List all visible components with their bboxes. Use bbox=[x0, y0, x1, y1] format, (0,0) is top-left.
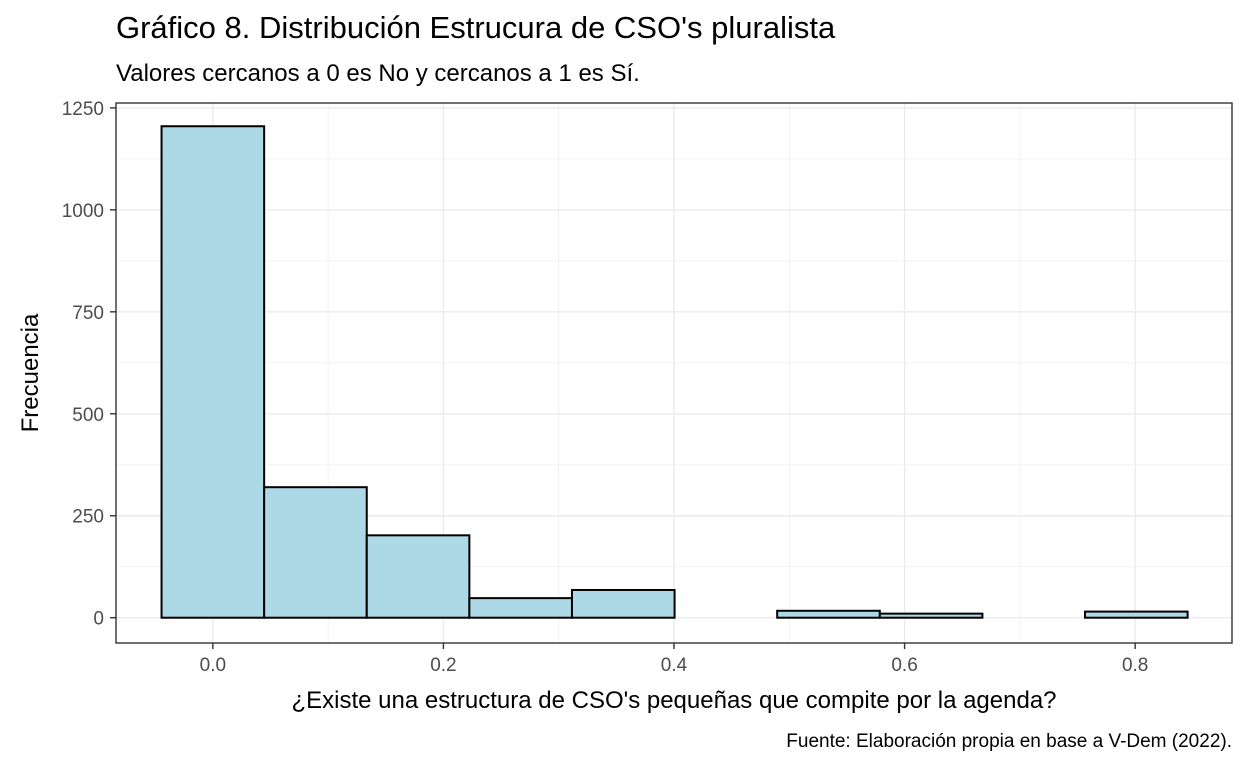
histogram-bar bbox=[468, 597, 573, 619]
x-tick-label: 0.2 bbox=[430, 655, 456, 676]
x-tick-label: 0.0 bbox=[200, 655, 226, 676]
histogram-bar bbox=[570, 588, 676, 619]
x-tick-label: 0.8 bbox=[1122, 655, 1148, 676]
y-tick-label: 1000 bbox=[62, 201, 104, 222]
histogram-bars bbox=[160, 125, 1189, 619]
y-tick-label: 1250 bbox=[62, 99, 104, 120]
histogram-bar bbox=[263, 486, 368, 619]
chart-title: Gráfico 8. Distribución Estrucura de CSO… bbox=[116, 10, 836, 45]
histogram-bar bbox=[776, 609, 881, 619]
x-axis-title: ¿Existe una estructura de CSO's pequeñas… bbox=[291, 687, 1056, 714]
histogram-bar bbox=[878, 612, 984, 619]
histogram-bar bbox=[1084, 610, 1189, 619]
x-axis: 0.0 0.2 0.4 0.6 0.8 bbox=[200, 643, 1148, 676]
chart-caption: Fuente: Elaboración propia en base a V-D… bbox=[786, 731, 1232, 752]
y-tick-label: 250 bbox=[72, 507, 104, 528]
chart-subtitle: Valores cercanos a 0 es No y cercanos a … bbox=[116, 60, 640, 87]
y-tick-label: 500 bbox=[72, 405, 104, 426]
x-tick-label: 0.6 bbox=[891, 655, 917, 676]
x-tick-label: 0.4 bbox=[661, 655, 688, 676]
histogram-bar bbox=[160, 125, 266, 619]
y-tick-label: 0 bbox=[93, 609, 104, 630]
y-axis-title: Frecuencia bbox=[17, 313, 44, 432]
y-tick-label: 750 bbox=[72, 303, 104, 324]
y-axis: 0 250 500 750 1000 1250 bbox=[62, 99, 116, 630]
histogram-bar bbox=[365, 534, 471, 619]
